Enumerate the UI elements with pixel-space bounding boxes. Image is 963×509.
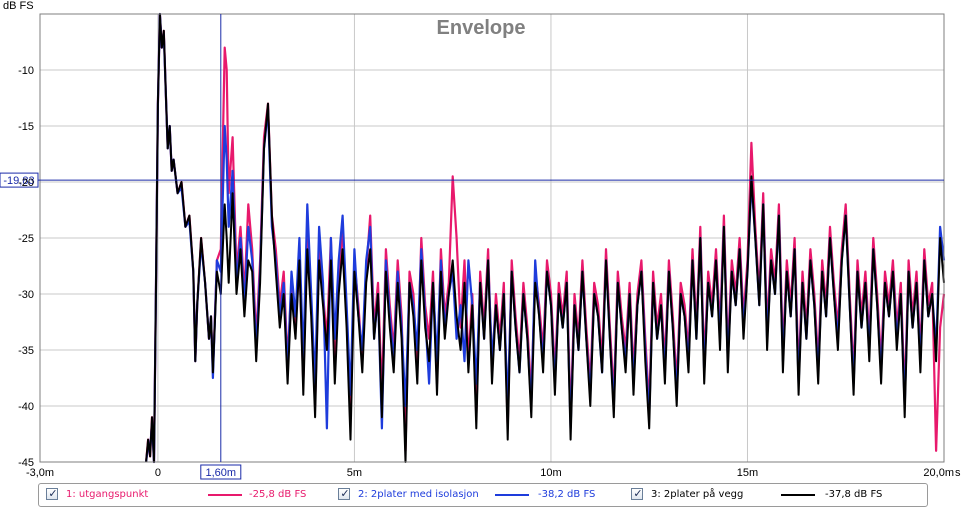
x-tick-label: 10m [540,467,561,479]
legend-label-3: 3: 2plater på vegg [651,489,744,500]
x-tick-label: 15m [737,467,758,479]
legend-checkbox-2[interactable]: ✓ [338,487,350,500]
chart-title: Envelope [437,17,526,39]
legend-checkbox-3[interactable]: ✓ [631,487,643,500]
y-tick-label: -10 [18,65,34,77]
checkmark-icon: ✓ [48,487,58,500]
checkmark-icon: ✓ [633,487,643,500]
chart-background [0,0,963,482]
y-axis-label: dB FS [3,0,34,12]
y-tick-label: -25 [18,233,34,245]
legend-swatch-3 [781,494,815,496]
cursor-x-readout: 1,60m [206,467,237,479]
legend-label-2: 2: 2plater med isolasjon [358,489,479,500]
legend-label-1: 1: utgangspunkt [66,489,149,500]
legend-value-3: -37,8 dB FS [825,489,883,500]
y-tick-label: -20 [18,177,34,189]
x-axis-unit: s [955,467,961,479]
legend-value-2: -38,2 dB FS [538,489,596,500]
cursor-y-readout-box [0,172,39,188]
plot-border [39,13,945,463]
y-tick-label: -35 [18,345,34,357]
legend-swatch-2 [495,494,529,496]
legend-checkbox-1[interactable]: ✓ [46,487,58,500]
y-tick-label: -40 [18,401,34,413]
y-tick-label: -15 [18,121,34,133]
envelope-chart[interactable]: 1,60m -19,83 -3,0m 0 5m 10m 15m 20,0m -10 -15 -20… [0,0,963,482]
x-tick-label: 20,0m [923,467,954,479]
cursor[interactable]: 1,60m -19,83 [0,14,944,480]
axes: -3,0m 0 5m 10m 15m 20,0m -10 -15 -20 -25 -30 -35 -40… [18,65,954,479]
x-tick-label: -3,0m [26,467,54,479]
legend: ✓ 1: utgangspunkt -25,8 dB FS ✓ 2: 2plat… [38,483,928,507]
series-layer [145,12,946,464]
series-line-3 [145,13,945,463]
x-tick-label: 5m [347,467,362,479]
cursor-x-readout-box [200,464,242,480]
grid [40,14,944,462]
y-tick-label: -45 [18,457,34,469]
legend-value-1: -25,8 dB FS [249,489,307,500]
checkmark-icon: ✓ [340,487,350,500]
y-tick-label: -30 [18,289,34,301]
legend-swatch-1 [208,494,242,496]
cursor-y-readout: -19,83 [3,175,34,187]
x-tick-label: 0 [155,467,161,479]
